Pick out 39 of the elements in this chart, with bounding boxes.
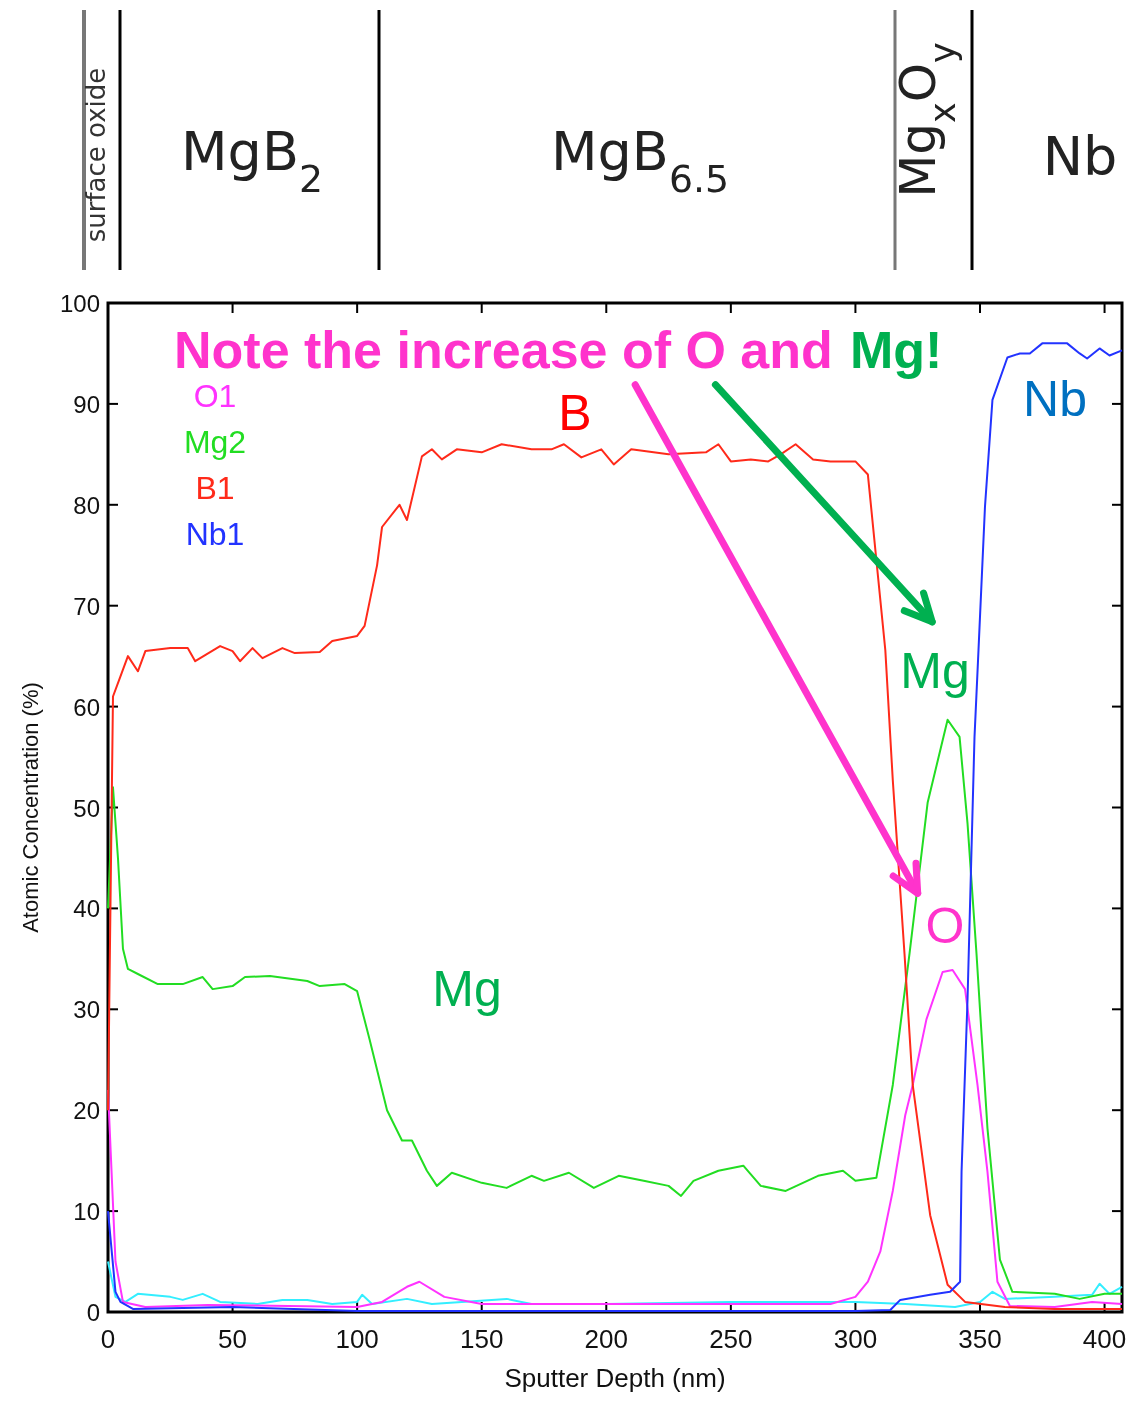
y-tick-label: 0	[86, 1299, 100, 1326]
y-tick-label: 90	[73, 390, 100, 418]
text: Nb	[1042, 125, 1118, 188]
text: MgB$_{2}$	[181, 120, 323, 201]
text: MgB$_{6.5}$	[550, 120, 730, 201]
text: Mg2	[183, 424, 247, 460]
x-tick-label: 400	[1082, 1324, 1127, 1354]
text: surface oxide	[81, 67, 111, 243]
x-tick-label: 350	[958, 1324, 1002, 1354]
text: Nb1	[185, 516, 245, 552]
y-tick-label: 20	[73, 1097, 100, 1125]
annotation: Mg	[900, 643, 970, 699]
y-tick-label: 40	[73, 895, 100, 923]
x-axis-title: Sputter Depth (nm)	[504, 1363, 726, 1393]
y-tick-label: 60	[73, 693, 100, 721]
y-tick-label: 10	[73, 1198, 100, 1226]
annotation: Mg!	[850, 321, 943, 379]
line-series	[107, 718, 1123, 1300]
y-tick-label: 80	[73, 491, 100, 519]
y-axis-title: Atomic Concentration (%)	[18, 682, 43, 933]
x-tick-label: 50	[218, 1324, 248, 1354]
text: B1	[195, 470, 235, 506]
x-tick-label: 100	[335, 1324, 379, 1354]
y-tick-label: 50	[73, 794, 100, 822]
line-series	[107, 1260, 1123, 1308]
x-tick-label: 200	[584, 1324, 628, 1354]
y-tick-label: 70	[73, 592, 100, 620]
line-series	[107, 968, 1123, 1308]
x-tick-label: 300	[833, 1324, 878, 1354]
x-tick-label: 150	[460, 1324, 504, 1354]
x-tick-label: 250	[709, 1324, 753, 1354]
text: O1	[193, 378, 237, 414]
annotation: Note the increase of O and	[174, 321, 833, 379]
annotation: O	[925, 898, 965, 954]
y-tick-label: 100	[59, 290, 100, 317]
annotation: Nb	[1023, 371, 1087, 427]
annotation: B	[558, 385, 592, 441]
y-tick-label: 30	[73, 996, 100, 1024]
annotation: Mg	[432, 961, 502, 1017]
